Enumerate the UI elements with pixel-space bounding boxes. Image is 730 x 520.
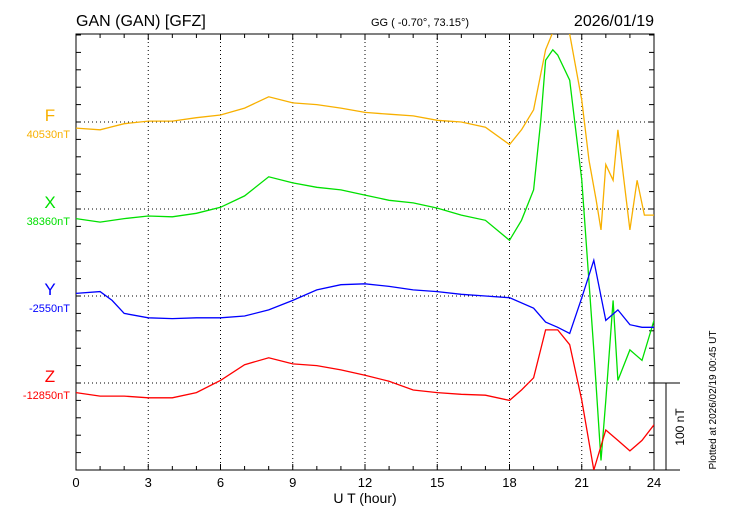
series-line-z [76, 329, 654, 470]
component-label-x: X [44, 193, 55, 212]
baseline-value-y: -2550nT [29, 303, 70, 315]
x-tick-label: 24 [647, 475, 661, 490]
x-tick-label: 18 [502, 475, 516, 490]
baseline-value-f: 40530nT [27, 129, 71, 141]
component-label-z: Z [45, 367, 55, 386]
baseline-value-x: 38360nT [27, 216, 71, 228]
x-tick-label: 6 [217, 475, 224, 490]
station-title: GAN (GAN) [GFZ] [76, 13, 206, 30]
plot-date: 2026/01/19 [574, 13, 654, 30]
x-tick-label: 15 [430, 475, 444, 490]
plotted-timestamp: Plotted at 2026/02/19 00:45 UT [708, 331, 719, 470]
x-axis-label: U T (hour) [333, 490, 396, 506]
station-coords: GG ( -0.70°, 73.15°) [371, 17, 469, 29]
baseline-value-z: -12850nT [23, 390, 70, 402]
x-tick-label: 12 [358, 475, 372, 490]
scale-label: 100 nT [673, 408, 687, 446]
series-line-y [76, 257, 654, 335]
component-label-y: Y [44, 280, 55, 299]
x-tick-label: 0 [72, 475, 79, 490]
x-tick-label: 9 [289, 475, 296, 490]
component-label-f: F [45, 106, 55, 125]
x-tick-label: 3 [145, 475, 152, 490]
plot-frame [75, 33, 655, 471]
x-tick-label: 21 [575, 475, 589, 490]
series-line-f [76, 34, 654, 231]
